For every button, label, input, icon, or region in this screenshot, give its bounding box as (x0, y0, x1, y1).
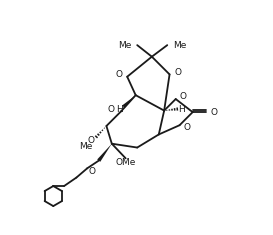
Text: O: O (108, 105, 115, 114)
Text: O: O (89, 167, 96, 176)
Text: Me: Me (173, 41, 186, 51)
Text: O: O (174, 68, 181, 77)
Text: H: H (178, 105, 185, 114)
Polygon shape (122, 95, 136, 108)
Text: H: H (116, 105, 123, 114)
Text: O: O (210, 108, 217, 117)
Text: Me: Me (79, 141, 92, 150)
Polygon shape (97, 144, 112, 162)
Text: O: O (183, 123, 191, 132)
Text: OMe: OMe (115, 158, 136, 168)
Text: Me: Me (118, 41, 132, 51)
Text: O: O (180, 92, 186, 101)
Text: O: O (87, 136, 94, 145)
Text: O: O (115, 70, 123, 79)
